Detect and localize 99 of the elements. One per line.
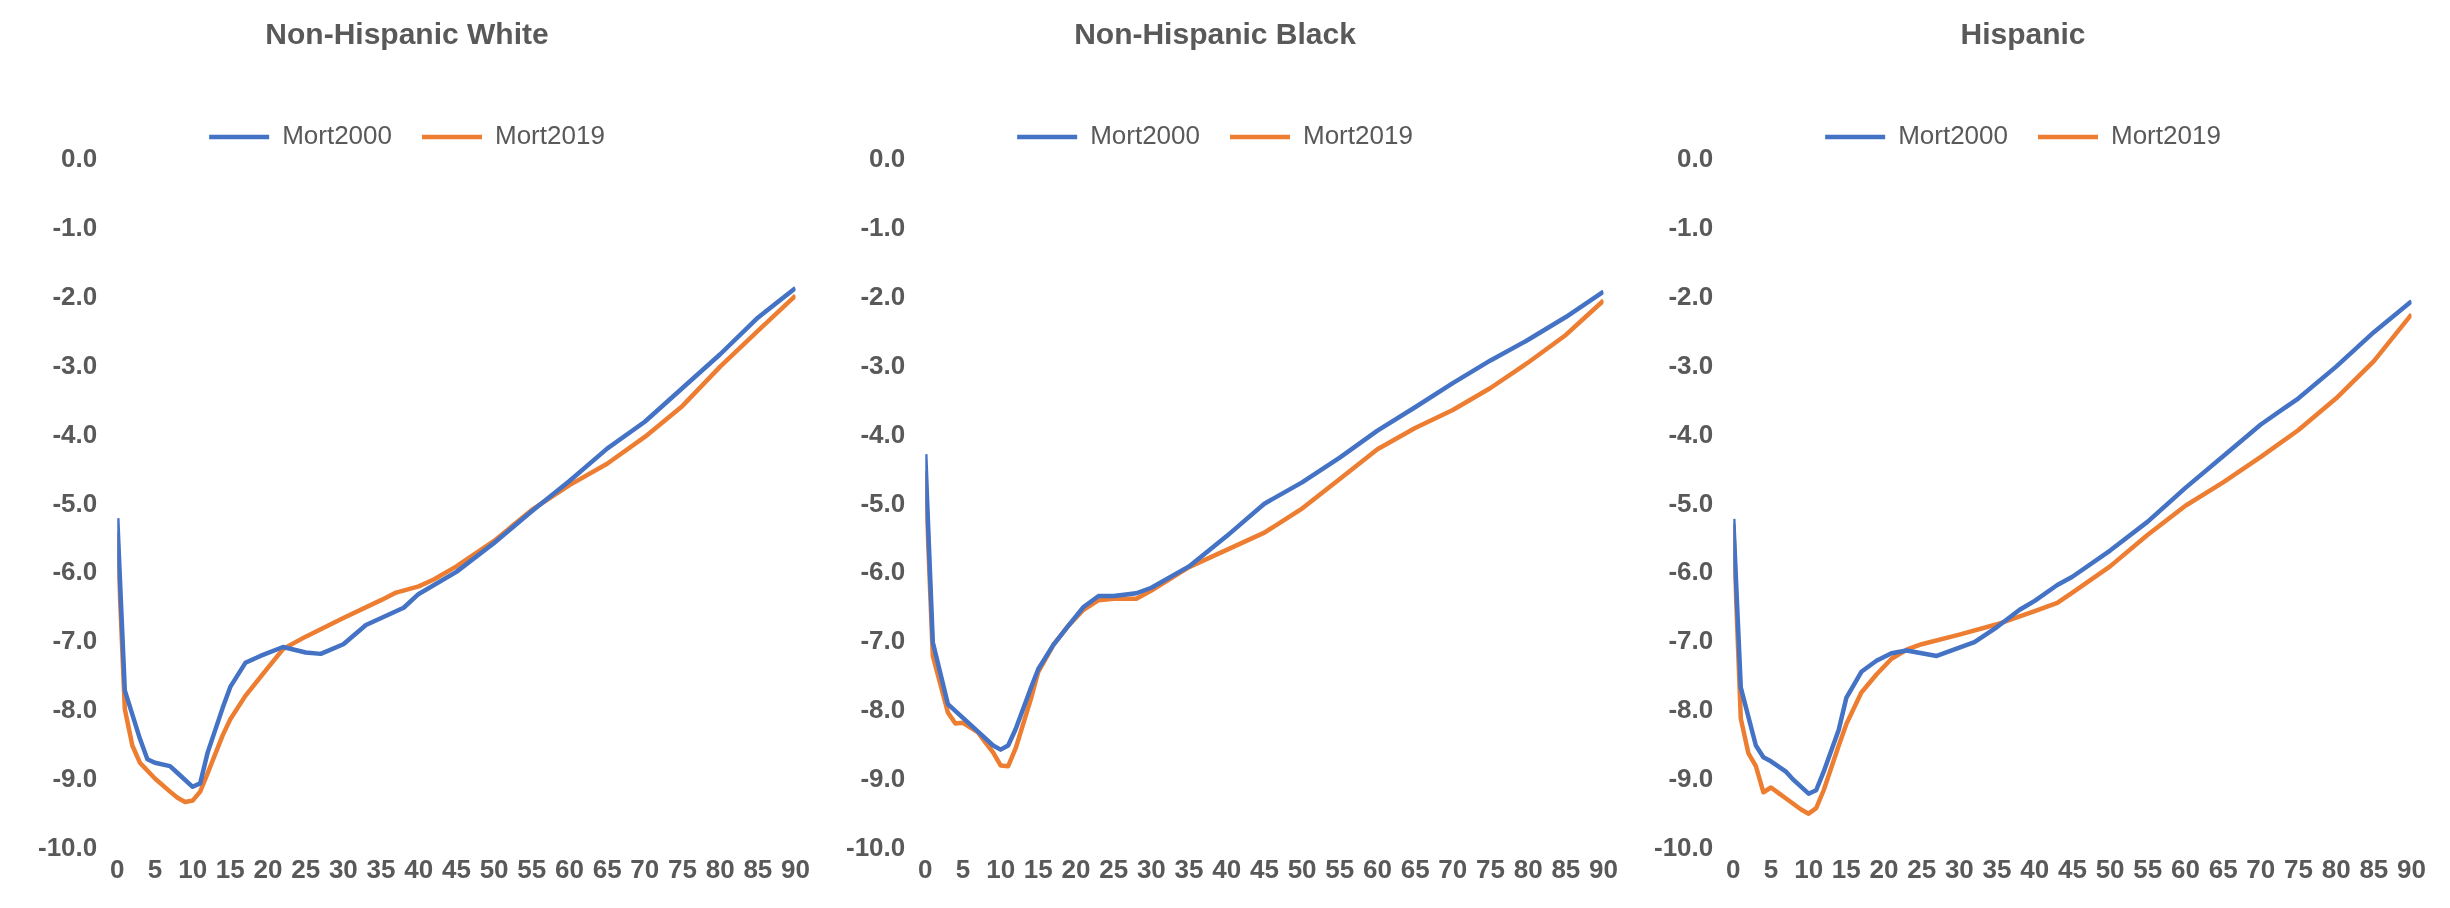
x-tick-label: 65 bbox=[2208, 853, 2238, 884]
x-tick-label: 40 bbox=[404, 853, 434, 884]
y-tick-label: -7.0 bbox=[52, 625, 98, 656]
x-tick-label: 50 bbox=[1287, 853, 1317, 884]
x-tick-label: 20 bbox=[1869, 853, 1899, 884]
y-tick-label: -4.0 bbox=[52, 418, 98, 449]
y-tick-label: -4.0 bbox=[860, 418, 906, 449]
y-tick-label: -8.0 bbox=[860, 694, 906, 725]
y-tick-label: -9.0 bbox=[860, 763, 906, 794]
x-tick-label: 10 bbox=[178, 853, 208, 884]
x-tick-label: 90 bbox=[1589, 853, 1618, 884]
y-tick-label: -4.0 bbox=[1668, 418, 1714, 449]
y-tick-label: -9.0 bbox=[1668, 763, 1714, 794]
x-tick-label: 80 bbox=[2321, 853, 2351, 884]
chart-title: Non-Hispanic Black bbox=[1074, 17, 1357, 51]
x-tick-label: 90 bbox=[781, 853, 810, 884]
x-tick-label: 90 bbox=[2397, 853, 2426, 884]
y-tick-label: -1.0 bbox=[1668, 212, 1714, 243]
x-tick-label: 20 bbox=[1061, 853, 1091, 884]
x-tick-label: 0 bbox=[110, 853, 125, 884]
x-tick-label: 0 bbox=[1726, 853, 1741, 884]
legend-label: Mort2019 bbox=[495, 120, 605, 151]
chart-title: Non-Hispanic White bbox=[265, 17, 549, 51]
x-tick-label: 25 bbox=[1099, 853, 1129, 884]
x-tick-label: 10 bbox=[1794, 853, 1824, 884]
y-tick-label: 0.0 bbox=[869, 143, 906, 174]
legend-label: Mort2000 bbox=[1090, 120, 1200, 151]
x-tick-label: 60 bbox=[1362, 853, 1392, 884]
x-tick-label: 10 bbox=[986, 853, 1016, 884]
x-tick-label: 65 bbox=[1400, 853, 1430, 884]
y-tick-label: -3.0 bbox=[860, 349, 906, 380]
x-tick-label: 75 bbox=[2284, 853, 2313, 884]
legend-label: Mort2000 bbox=[1898, 120, 2008, 151]
x-tick-label: 75 bbox=[1476, 853, 1505, 884]
x-tick-label: 60 bbox=[554, 853, 584, 884]
x-tick-label: 35 bbox=[1982, 853, 2012, 884]
x-tick-label: 5 bbox=[955, 853, 971, 884]
x-tick-label: 5 bbox=[1763, 853, 1779, 884]
x-tick-label: 70 bbox=[1438, 853, 1468, 884]
y-tick-label: -2.0 bbox=[52, 280, 98, 311]
y-tick-label: -3.0 bbox=[52, 349, 98, 380]
x-tick-label: 60 bbox=[2170, 853, 2200, 884]
x-tick-label: 70 bbox=[630, 853, 660, 884]
x-tick-label: 80 bbox=[705, 853, 735, 884]
x-tick-label: 15 bbox=[1023, 853, 1053, 884]
y-tick-label: -5.0 bbox=[860, 487, 906, 518]
legend-label: Mort2019 bbox=[2111, 120, 2221, 151]
x-tick-label: 35 bbox=[366, 853, 396, 884]
x-tick-label: 80 bbox=[1513, 853, 1543, 884]
x-tick-label: 15 bbox=[215, 853, 245, 884]
y-tick-label: -9.0 bbox=[52, 763, 98, 794]
x-tick-label: 65 bbox=[592, 853, 622, 884]
y-tick-label: -6.0 bbox=[860, 556, 906, 587]
y-tick-label: 0.0 bbox=[1677, 143, 1714, 174]
y-tick-label: -10.0 bbox=[38, 831, 98, 862]
y-tick-label: -10.0 bbox=[846, 831, 906, 862]
y-tick-label: -7.0 bbox=[1668, 625, 1714, 656]
x-tick-label: 20 bbox=[253, 853, 283, 884]
x-tick-label: 75 bbox=[668, 853, 697, 884]
chart-title: Hispanic bbox=[1960, 17, 2086, 51]
x-tick-label: 45 bbox=[441, 853, 471, 884]
x-tick-label: 40 bbox=[2020, 853, 2050, 884]
y-tick-label: -1.0 bbox=[860, 212, 906, 243]
x-tick-label: 25 bbox=[1907, 853, 1937, 884]
y-tick-label: -3.0 bbox=[1668, 349, 1714, 380]
x-tick-label: 55 bbox=[1325, 853, 1355, 884]
x-tick-label: 40 bbox=[1212, 853, 1242, 884]
x-tick-label: 5 bbox=[147, 853, 163, 884]
y-tick-label: -6.0 bbox=[52, 556, 98, 587]
y-tick-label: -5.0 bbox=[1668, 487, 1714, 518]
y-tick-label: -5.0 bbox=[52, 487, 98, 518]
x-tick-label: 85 bbox=[743, 853, 773, 884]
x-tick-label: 45 bbox=[1249, 853, 1279, 884]
x-tick-label: 85 bbox=[1551, 853, 1581, 884]
x-tick-label: 50 bbox=[2095, 853, 2125, 884]
x-tick-label: 0 bbox=[918, 853, 933, 884]
y-tick-label: -10.0 bbox=[1654, 831, 1714, 862]
x-tick-label: 35 bbox=[1174, 853, 1204, 884]
x-tick-label: 30 bbox=[328, 853, 358, 884]
y-tick-label: -2.0 bbox=[860, 280, 906, 311]
x-tick-label: 25 bbox=[291, 853, 321, 884]
legend-label: Mort2019 bbox=[1303, 120, 1413, 151]
x-tick-label: 55 bbox=[2133, 853, 2163, 884]
x-tick-label: 85 bbox=[2359, 853, 2389, 884]
y-tick-label: -8.0 bbox=[52, 694, 98, 725]
x-tick-label: 70 bbox=[2246, 853, 2276, 884]
x-tick-label: 15 bbox=[1831, 853, 1861, 884]
x-tick-label: 55 bbox=[517, 853, 547, 884]
y-tick-label: -8.0 bbox=[1668, 694, 1714, 725]
x-tick-label: 30 bbox=[1944, 853, 1974, 884]
y-tick-label: -6.0 bbox=[1668, 556, 1714, 587]
x-tick-label: 50 bbox=[479, 853, 509, 884]
y-tick-label: -1.0 bbox=[52, 212, 98, 243]
y-tick-label: 0.0 bbox=[61, 143, 98, 174]
y-tick-label: -7.0 bbox=[860, 625, 906, 656]
y-tick-label: -2.0 bbox=[1668, 280, 1714, 311]
legend-label: Mort2000 bbox=[282, 120, 392, 151]
x-tick-label: 30 bbox=[1136, 853, 1166, 884]
x-tick-label: 45 bbox=[2057, 853, 2087, 884]
